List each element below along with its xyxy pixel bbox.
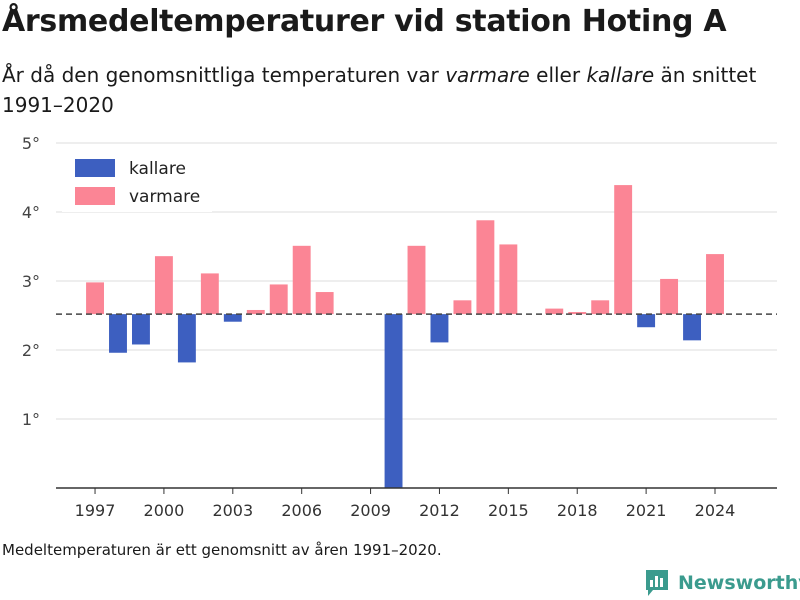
legend-swatch-colder xyxy=(75,159,115,177)
x-axis-ticks: 1997 2000 2003 2006 2009 2012 2015 2018 2021 2024 xyxy=(75,488,736,520)
bar-2015 xyxy=(499,244,518,315)
chart-subtitle: År då den genomsnittliga temperaturen va… xyxy=(2,60,792,120)
subtitle-text-2: eller xyxy=(529,63,587,87)
bar-2005 xyxy=(269,284,288,315)
footnote: Medeltemperaturen är ett genomsnitt av å… xyxy=(2,541,442,559)
y-tick-label: 5° xyxy=(22,134,40,153)
subtitle-text-1: År då den genomsnittliga temperaturen va… xyxy=(2,63,446,87)
subtitle-warmer: varmare xyxy=(445,63,530,87)
chart-title: Årsmedeltemperaturer vid station Hoting … xyxy=(2,4,727,39)
x-tick-label: 2006 xyxy=(281,501,322,520)
legend-label-colder: kallare xyxy=(129,159,186,179)
bar-2013 xyxy=(453,300,472,315)
bar-2002 xyxy=(200,273,219,315)
bar-2003 xyxy=(223,314,242,322)
bar-2022 xyxy=(660,278,679,315)
bar-2010 xyxy=(384,314,403,488)
x-tick-label: 2018 xyxy=(557,501,598,520)
bar-2019 xyxy=(591,300,610,315)
y-tick-label: 1° xyxy=(22,410,40,429)
bar-2007 xyxy=(315,292,334,315)
x-tick-label: 2015 xyxy=(488,501,529,520)
brand-name: Newsworthy xyxy=(678,572,800,594)
bar-2012 xyxy=(430,314,449,343)
x-tick-label: 1997 xyxy=(75,501,116,520)
subtitle-colder: kallare xyxy=(586,63,655,87)
y-tick-label: 4° xyxy=(22,203,40,222)
legend-swatch-warmer xyxy=(75,187,115,205)
bar-2000 xyxy=(154,256,173,315)
legend-label-warmer: varmare xyxy=(129,187,200,207)
x-tick-label: 2021 xyxy=(626,501,667,520)
bar-2024 xyxy=(706,254,724,315)
bar-2017 xyxy=(545,308,564,315)
bar-chart: 1° 2° 3° 4° 5° 1997 2000 2003 2006 2009 2012 2015 2… xyxy=(22,134,777,520)
bar-2011 xyxy=(407,245,426,315)
bar-1997 xyxy=(86,282,104,315)
bar-2018 xyxy=(568,312,587,315)
subtitle-text-3: än snittet 1991–2020 xyxy=(2,63,757,117)
x-tick-label: 2012 xyxy=(419,501,460,520)
y-tick-label: 2° xyxy=(22,341,40,360)
bar-2021 xyxy=(637,314,656,328)
x-tick-label: 2009 xyxy=(350,501,391,520)
y-axis-ticks: 1° 2° 3° 4° 5° xyxy=(22,134,40,429)
x-tick-label: 2003 xyxy=(212,501,253,520)
x-tick-label: 2000 xyxy=(144,501,185,520)
bar-2014 xyxy=(476,220,495,315)
y-tick-label: 3° xyxy=(22,272,40,291)
bar-2023 xyxy=(683,314,701,341)
bar-2020 xyxy=(614,185,633,315)
bar-2006 xyxy=(292,245,311,315)
bar-1998 xyxy=(109,314,127,353)
brand: Newsworthy xyxy=(644,568,800,598)
bar-2004 xyxy=(246,309,265,315)
bar-2001 xyxy=(177,314,196,363)
bar-1999 xyxy=(132,314,150,345)
bars xyxy=(86,185,724,488)
newsworthy-logo-icon xyxy=(646,570,668,596)
x-tick-label: 2024 xyxy=(695,501,736,520)
legend: kallare varmare xyxy=(62,152,212,212)
